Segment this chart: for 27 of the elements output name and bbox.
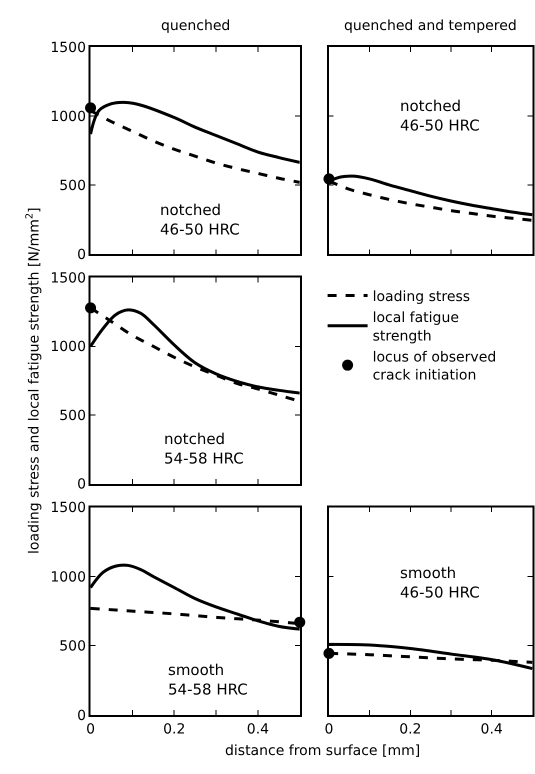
annotation: notched 54-58 HRC [164, 430, 244, 468]
x-tick-label: 0.2 [399, 722, 422, 738]
y-tick-label: 1500 [50, 40, 86, 56]
chart-title: quenched and tempered [344, 18, 517, 34]
chart-title: quenched [161, 18, 230, 34]
y-tick-label: 1500 [50, 270, 86, 287]
legend-label: loading stress [372, 288, 470, 305]
y-tick-label: 500 [59, 638, 86, 655]
y-tick-label: 500 [59, 178, 86, 194]
x-axis-title: distance from surface [mm] [225, 743, 420, 759]
annotation: notched 46-50 HRC [400, 97, 480, 134]
y-tick-label: 1000 [50, 109, 86, 126]
x-tick-label: 0 [324, 722, 334, 738]
y-tick-label: 0 [77, 708, 86, 724]
x-tick-label: 0.4 [480, 722, 503, 738]
y-tick-label: 0 [77, 247, 86, 264]
annotation: notched 46-50 HRC [160, 201, 240, 238]
x-tick-label: 0.4 [246, 722, 270, 738]
y-tick-label: 1500 [50, 500, 86, 516]
annotation: smooth 46-50 HRC [400, 564, 480, 602]
legend-label: locus of observed crack initiation [372, 350, 496, 384]
y-tick-label: 500 [59, 408, 86, 424]
x-tick-label: 0.2 [163, 722, 186, 738]
y-tick-label: 0 [77, 476, 86, 493]
y-tick-label: 1000 [50, 569, 86, 586]
y-tick-label: 1000 [50, 339, 86, 356]
annotation: smooth 54-58 HRC [168, 661, 248, 698]
